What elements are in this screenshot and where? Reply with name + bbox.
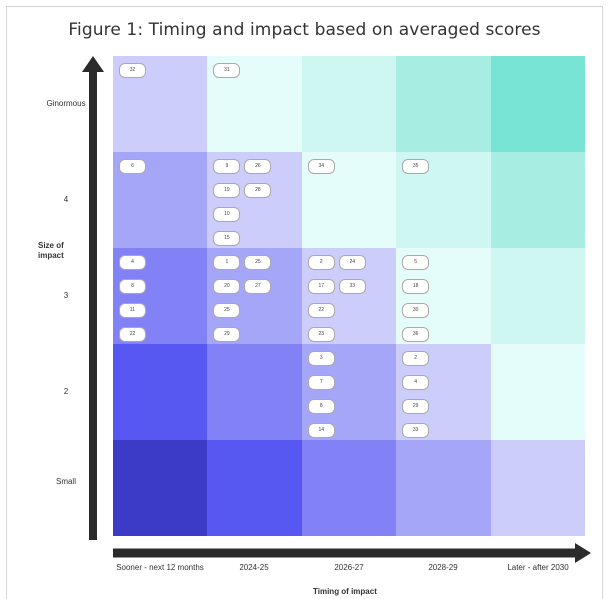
item-tag: 22 [119, 327, 146, 342]
y-axis-title: Size of impact [38, 241, 64, 260]
heatmap-cell: 6 [113, 152, 208, 248]
heatmap-cell [490, 344, 585, 440]
item-tag: 7 [307, 375, 335, 390]
item-tag: 4 [119, 255, 146, 270]
heatmap-cell [207, 440, 302, 536]
item-tag: 24 [338, 255, 366, 270]
heatmap-cell: 4 8 11 22 [113, 248, 208, 344]
item-tag: 26 [244, 159, 272, 174]
item-tag: 17 [307, 279, 335, 294]
heatmap-cell [113, 344, 208, 440]
item-tag: 2 [402, 351, 430, 366]
x-tick-label: Later - after 2030 [507, 563, 569, 572]
item-tag: 1 [213, 255, 241, 270]
heatmap-cell [113, 440, 208, 536]
item-tag: 30 [402, 303, 430, 318]
heatmap-cell: 5 18 30 36 [396, 248, 491, 344]
item-tag: 23 [307, 327, 335, 342]
item-tag: 9 [213, 159, 241, 174]
y-tick-label: 2 [63, 387, 69, 396]
item-tag: 31 [213, 63, 241, 78]
x-tick-label: 2026-27 [334, 563, 364, 572]
y-tick-label: Ginormous [46, 99, 86, 108]
item-tag: 33 [402, 423, 430, 438]
item-tag: 14 [307, 423, 335, 438]
item-tag: 28 [244, 183, 272, 198]
item-tag: 32 [119, 63, 146, 78]
item-tag: 8 [119, 279, 146, 294]
heatmap-cell [396, 56, 491, 152]
item-tag: 10 [213, 207, 241, 222]
heatmap-cell: 3 7 8 14 [301, 344, 397, 440]
heatmap-cell: 9 26 19 28 10 15 [207, 152, 302, 248]
x-tick-label: 2024-25 [239, 563, 269, 572]
item-tag: 34 [307, 159, 335, 174]
item-tag: 15 [213, 231, 241, 246]
heatmap-cell: 32 [113, 56, 208, 152]
heatmap-cell: 2 24 17 33 22 23 [301, 248, 397, 344]
y-tick-label: 4 [63, 195, 69, 204]
item-tag: 18 [402, 279, 430, 294]
item-tag: 8 [307, 399, 335, 414]
heatmap-cell [490, 56, 585, 152]
heatmap-cell [301, 56, 397, 152]
item-tag: 35 [402, 159, 430, 174]
heatmap-cell: 34 [301, 152, 397, 248]
heatmap-cell: 1 25 20 27 25 29 [207, 248, 302, 344]
figure-frame [6, 6, 603, 599]
item-tag: 6 [119, 159, 146, 174]
item-tag: 33 [338, 279, 366, 294]
item-tag: 25 [213, 303, 241, 318]
x-axis-arrowhead [575, 543, 591, 563]
heatmap-cell [301, 440, 397, 536]
x-tick-label: Sooner - next 12 months [116, 563, 204, 572]
item-tag: 11 [119, 303, 146, 318]
item-tag: 22 [307, 303, 335, 318]
item-tag: 4 [402, 375, 430, 390]
heatmap-cell [490, 248, 585, 344]
heatmap-cell [490, 440, 585, 536]
item-tag: 36 [402, 327, 430, 342]
heatmap-cell: 35 [396, 152, 491, 248]
x-axis-title: Timing of impact [313, 587, 377, 596]
item-tag: 5 [402, 255, 430, 270]
item-tag: 19 [213, 183, 241, 198]
item-tag: 20 [213, 279, 241, 294]
heatmap-cell: 2 4 29 33 [396, 344, 491, 440]
heatmap-cell [396, 440, 491, 536]
item-tag: 27 [244, 279, 272, 294]
item-tag: 29 [213, 327, 241, 342]
heatmap-cell [490, 152, 585, 248]
item-tag: 3 [307, 351, 335, 366]
y-tick-label: Small [55, 477, 76, 486]
heatmap-grid: 32 31 6 9 26 19 28 10 15 34 35 4 8 11 22 1 25 20 27 25 29 2 24… [113, 56, 585, 536]
item-tag: 2 [307, 255, 335, 270]
x-tick-label: 2028-29 [428, 563, 458, 572]
heatmap-cell [207, 344, 302, 440]
item-tag: 25 [244, 255, 272, 270]
y-axis-arrowhead [82, 56, 104, 72]
chart-title: Figure 1: Timing and impact based on ave… [68, 20, 541, 40]
heatmap-cell: 31 [207, 56, 302, 152]
y-tick-label: 3 [63, 291, 69, 300]
item-tag: 29 [402, 399, 430, 414]
